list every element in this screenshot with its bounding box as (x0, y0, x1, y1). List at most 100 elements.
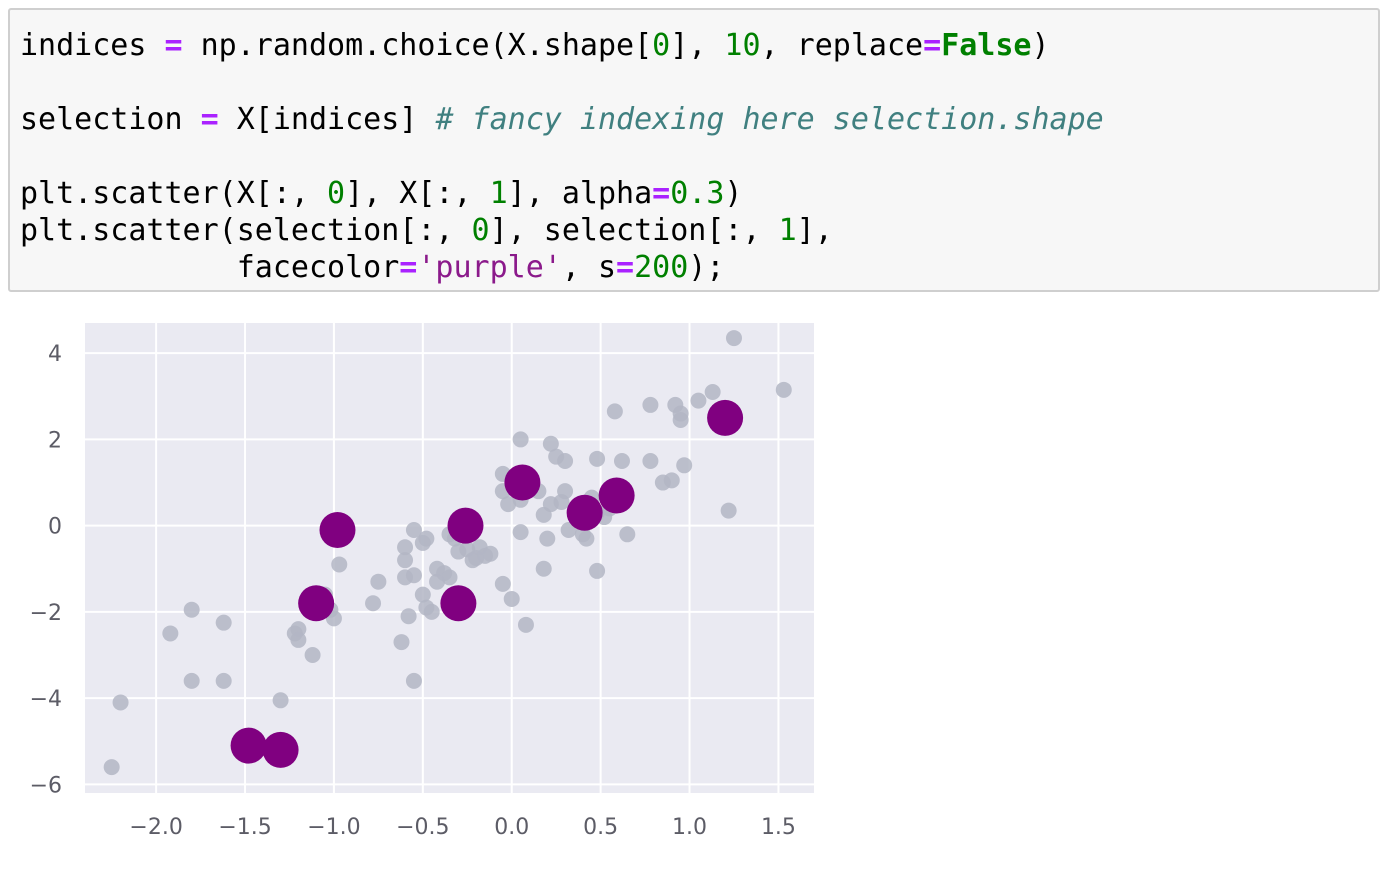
selected-point (598, 477, 635, 514)
y-tick-labels: 4 2 0 −2 −4 −6 (30, 342, 62, 798)
scatter-point (642, 452, 659, 469)
code-line: plt.scatter(selection[:, 0], selection[:… (20, 213, 833, 249)
y-tick-label: −4 (30, 687, 62, 712)
scatter-point (557, 452, 574, 469)
data-points (103, 330, 792, 776)
code-token: facecolor (20, 250, 400, 285)
scatter-point (557, 483, 574, 500)
code-token: = (923, 28, 942, 63)
scatter-point (365, 595, 382, 612)
code-token: 'purple' (417, 250, 562, 285)
x-tick-label: 1.0 (672, 815, 707, 840)
y-tick-label: −6 (30, 773, 62, 798)
scatter-point (112, 694, 129, 711)
selected-point (230, 727, 267, 764)
code-token: ], selection[:, (489, 213, 779, 248)
code-token: # fancy indexing here selection.shape (435, 102, 1104, 137)
scatter-point (676, 457, 693, 474)
scatter-point (613, 452, 630, 469)
code-line: facecolor='purple', s=200); (20, 250, 725, 286)
code-token: indices (20, 28, 165, 63)
code-line: indices = np.random.choice(X.shape[0], 1… (20, 28, 1050, 64)
code-token: 0 (471, 213, 490, 248)
x-tick-label: −1.5 (218, 815, 271, 840)
y-tick-label: 2 (48, 428, 62, 453)
code-token: = (616, 250, 635, 285)
code-token: np.random.choice(X.shape[ (182, 28, 653, 63)
scatter-point (418, 530, 435, 547)
code-token: = (164, 28, 183, 63)
scatter-point (272, 692, 289, 709)
code-token: ) (1031, 28, 1050, 63)
code-token: ], X[:, (345, 176, 490, 211)
plot-background (85, 323, 814, 793)
selected-point (319, 511, 356, 548)
x-tick-labels: −2.0 −1.5 −1.0 −0.5 0.0 0.5 1.0 1.5 (129, 815, 796, 840)
y-tick-label: −2 (30, 601, 62, 626)
scatter-point (517, 616, 534, 633)
scatter-point (494, 575, 511, 592)
code-token: plt.scatter(selection[:, (20, 213, 472, 248)
scatter-point (215, 672, 232, 689)
code-line: selection = X[indices] # fancy indexing … (20, 102, 1104, 138)
code-line: plt.scatter(X[:, 0], X[:, 1], alpha=0.3) (20, 176, 742, 212)
scatter-series (103, 330, 792, 776)
code-token: ], (796, 213, 833, 248)
scatter-point (414, 586, 431, 603)
code-token: False (941, 28, 1032, 63)
scatter-point (423, 603, 440, 620)
scatter-point (512, 524, 529, 541)
selected-point (298, 585, 335, 622)
selected-point (566, 494, 603, 531)
scatter-point (512, 431, 529, 448)
scatter-point (619, 526, 636, 543)
code-token: , s (561, 250, 617, 285)
selected-point (447, 507, 484, 544)
scatter-point (103, 759, 120, 776)
code-token: , replace (760, 28, 924, 63)
y-tick-label: 4 (48, 342, 62, 367)
scatter-point (397, 539, 414, 556)
scatter-point (482, 545, 499, 562)
scatter-plot: −2.0 −1.5 −1.0 −0.5 0.0 0.5 1.0 1.5 4 2 0 −2 −4 −6 (30, 323, 814, 840)
scatter-point (578, 530, 595, 547)
code-token: = (200, 102, 219, 137)
scatter-point (606, 403, 623, 420)
scatter-point (370, 573, 387, 590)
scatter-point (503, 590, 520, 607)
x-tick-label: 0.0 (494, 815, 529, 840)
scatter-point (589, 450, 606, 467)
grid (85, 323, 814, 793)
code-token: ) (724, 176, 743, 211)
x-tick-label: −1.0 (307, 815, 360, 840)
scatter-point (704, 383, 721, 400)
scatter-point (304, 647, 321, 664)
selected-point (440, 585, 477, 622)
scatter-point (500, 496, 517, 513)
scatter-point (725, 330, 742, 347)
code-token: 0 (652, 28, 671, 63)
x-tick-label: 0.5 (583, 815, 618, 840)
code-token: 0 (327, 176, 346, 211)
selected-point (262, 731, 299, 768)
code-token: 1 (489, 176, 508, 211)
scatter-point (720, 502, 737, 519)
code-token: 1 (778, 213, 797, 248)
code-cell[interactable]: indices = np.random.choice(X.shape[0], 1… (8, 8, 1380, 292)
scatter-point (331, 556, 348, 573)
selected-point (504, 464, 541, 501)
scatter-point (405, 521, 422, 538)
scatter-point (215, 614, 232, 631)
scatter-point (690, 392, 707, 409)
x-tick-label: −0.5 (396, 815, 449, 840)
scatter-point (393, 634, 410, 651)
code-token: = (399, 250, 418, 285)
scatter-point (183, 672, 200, 689)
selected-point (707, 399, 744, 436)
scatter-point (162, 625, 179, 642)
scatter-point (663, 472, 680, 489)
selected-points (230, 399, 744, 768)
scatter-point (589, 562, 606, 579)
code-token: 10 (724, 28, 761, 63)
scatter-point (290, 631, 307, 648)
